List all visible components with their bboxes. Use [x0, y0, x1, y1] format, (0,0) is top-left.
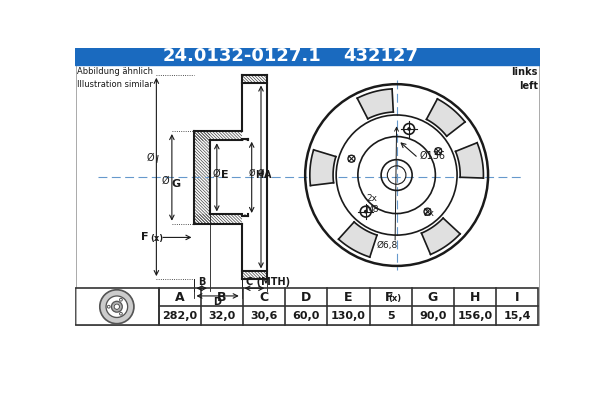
Text: H: H: [255, 170, 263, 180]
Text: 15,4: 15,4: [503, 310, 531, 320]
Text: F: F: [385, 290, 394, 304]
Circle shape: [114, 304, 119, 310]
Text: 60,0: 60,0: [293, 310, 320, 320]
Bar: [75, 48, 540, 65]
Text: E: E: [221, 170, 229, 180]
Text: Ø: Ø: [257, 169, 265, 178]
Text: 32,0: 32,0: [208, 310, 236, 320]
Text: 30,6: 30,6: [250, 310, 278, 320]
Text: D: D: [214, 297, 221, 307]
Text: 282,0: 282,0: [162, 310, 197, 320]
Text: (x): (x): [388, 294, 401, 303]
Text: Ø: Ø: [248, 169, 255, 178]
Circle shape: [408, 128, 410, 130]
Polygon shape: [421, 218, 460, 254]
Text: F: F: [141, 232, 149, 242]
Polygon shape: [427, 99, 465, 136]
Text: Ø: Ø: [146, 153, 154, 163]
Text: 24.0132-0127.1: 24.0132-0127.1: [162, 48, 321, 66]
Text: Abbildung ähnlich
Illustration similar: Abbildung ähnlich Illustration similar: [77, 67, 154, 89]
Text: B: B: [217, 290, 227, 304]
Polygon shape: [310, 150, 336, 186]
Text: G: G: [171, 178, 180, 188]
Text: 2x
M8: 2x M8: [365, 194, 379, 214]
Text: 432127: 432127: [344, 48, 419, 66]
Text: A: A: [264, 170, 272, 180]
Text: C: C: [260, 290, 269, 304]
Circle shape: [100, 290, 134, 324]
Polygon shape: [357, 89, 393, 119]
Text: I: I: [155, 156, 158, 166]
Text: G: G: [428, 290, 438, 304]
Circle shape: [112, 301, 122, 312]
Bar: [158, 288, 538, 325]
Text: (x): (x): [150, 234, 163, 244]
Text: Ø: Ø: [213, 168, 221, 178]
Text: D: D: [301, 290, 311, 304]
Text: B: B: [198, 277, 205, 287]
Text: Ø136: Ø136: [420, 151, 446, 161]
Text: links
left: links left: [511, 67, 538, 91]
Text: A: A: [175, 290, 185, 304]
Text: H: H: [470, 290, 481, 304]
Text: 130,0: 130,0: [331, 310, 366, 320]
Text: C (MTH): C (MTH): [245, 277, 290, 287]
Polygon shape: [455, 143, 484, 178]
Text: 5: 5: [387, 310, 395, 320]
Circle shape: [365, 210, 367, 213]
Polygon shape: [338, 222, 377, 257]
Bar: [75, 288, 158, 325]
Circle shape: [106, 296, 128, 318]
Bar: [76, 49, 539, 325]
Text: E: E: [344, 290, 353, 304]
Text: Ø6,8: Ø6,8: [377, 241, 398, 250]
Text: I: I: [515, 290, 520, 304]
Text: 2x: 2x: [424, 209, 434, 218]
Text: 90,0: 90,0: [419, 310, 446, 320]
Text: Ø: Ø: [162, 176, 170, 186]
Text: 156,0: 156,0: [458, 310, 493, 320]
